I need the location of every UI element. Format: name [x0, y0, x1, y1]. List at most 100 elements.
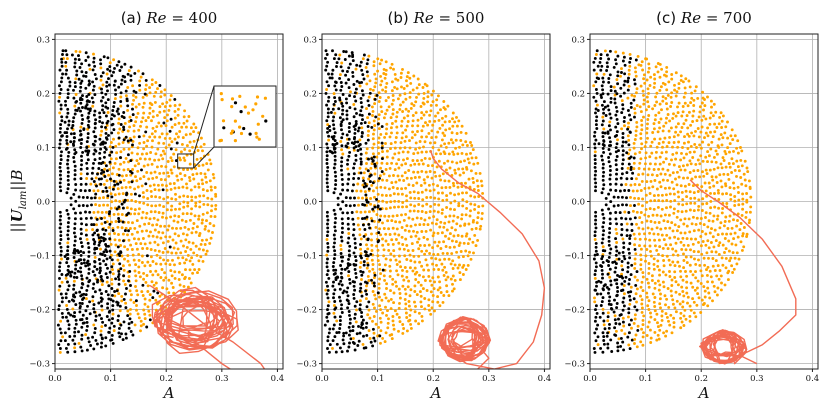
point-orange [378, 304, 382, 308]
point-orange [706, 160, 709, 164]
point-orange [102, 182, 106, 186]
point-black [58, 284, 62, 288]
point-black [86, 151, 90, 155]
point-orange [112, 329, 116, 333]
point-black [74, 267, 78, 271]
point-black [82, 251, 86, 255]
point-black [592, 347, 596, 350]
point-orange [412, 190, 416, 194]
point-black [366, 99, 370, 103]
point-orange [633, 107, 637, 111]
point-orange [451, 219, 455, 223]
point-orange [647, 167, 651, 171]
point-orange [730, 157, 734, 161]
point-orange [140, 261, 144, 264]
point-orange [665, 102, 668, 106]
point-orange [671, 247, 675, 251]
point-orange [474, 244, 478, 248]
point-orange [156, 183, 160, 187]
point-orange [645, 131, 649, 135]
point-orange [634, 252, 638, 256]
point-orange [136, 111, 140, 115]
point-orange [393, 205, 396, 209]
point-orange [594, 53, 598, 56]
point-black [626, 88, 630, 92]
point-orange [442, 100, 446, 103]
point-orange [150, 204, 154, 208]
point-orange [400, 136, 404, 140]
point-orange [462, 263, 466, 267]
point-orange [376, 146, 380, 150]
point-black [613, 101, 617, 105]
point-orange [366, 74, 370, 78]
point-black [613, 318, 617, 322]
point-black [332, 191, 336, 195]
point-orange [693, 196, 697, 200]
point-orange [667, 162, 671, 166]
point-orange [170, 140, 174, 144]
point-orange [422, 145, 425, 149]
point-black [348, 281, 352, 285]
point-orange [92, 323, 96, 327]
point-orange [739, 240, 743, 244]
point-black [346, 306, 350, 310]
point-black [105, 276, 109, 279]
point-orange [142, 101, 146, 105]
point-orange [713, 228, 717, 232]
point-orange [640, 298, 644, 302]
point-orange [391, 277, 395, 281]
point-orange [370, 183, 374, 187]
point-orange [197, 259, 201, 263]
point-orange [737, 257, 741, 261]
point-orange [677, 140, 681, 144]
point-black [335, 342, 339, 346]
point-black [88, 312, 92, 316]
point-black [594, 169, 598, 173]
point-orange [709, 130, 712, 134]
point-orange [149, 189, 153, 193]
point-orange [143, 157, 147, 161]
point-orange [389, 126, 393, 130]
point-orange [404, 97, 408, 101]
point-orange [655, 91, 659, 95]
point-orange [666, 178, 670, 182]
point-orange [697, 296, 701, 300]
point-black [614, 253, 618, 257]
y-tick-label: 0.3 [303, 35, 317, 45]
point-black [325, 103, 329, 107]
point-orange [420, 230, 424, 233]
point-black [325, 234, 329, 238]
point-orange [128, 312, 132, 316]
point-orange [688, 208, 692, 212]
point-orange [404, 292, 408, 296]
point-black [347, 177, 351, 181]
point-orange [137, 271, 141, 274]
point-orange [664, 121, 668, 125]
point-black [358, 303, 362, 307]
point-black [59, 189, 63, 193]
point-orange [131, 102, 134, 106]
point-black [601, 146, 605, 150]
point-black [352, 177, 356, 180]
point-black [335, 61, 339, 65]
point-black [609, 188, 613, 192]
point-orange [374, 297, 378, 301]
point-orange [699, 269, 703, 273]
point-black [117, 314, 120, 318]
point-orange [191, 226, 195, 230]
point-orange [370, 238, 373, 242]
point-black [332, 245, 336, 249]
point-black [633, 78, 636, 82]
point-orange [657, 252, 660, 256]
point-orange [129, 307, 132, 311]
point-orange [169, 208, 173, 212]
point-orange [465, 200, 469, 204]
point-orange [707, 143, 711, 147]
point-black [84, 51, 88, 55]
point-black [66, 221, 70, 225]
point-black [174, 159, 178, 163]
point-orange [388, 193, 392, 197]
point-orange [416, 209, 420, 213]
point-black [138, 194, 141, 198]
point-black [79, 266, 83, 270]
